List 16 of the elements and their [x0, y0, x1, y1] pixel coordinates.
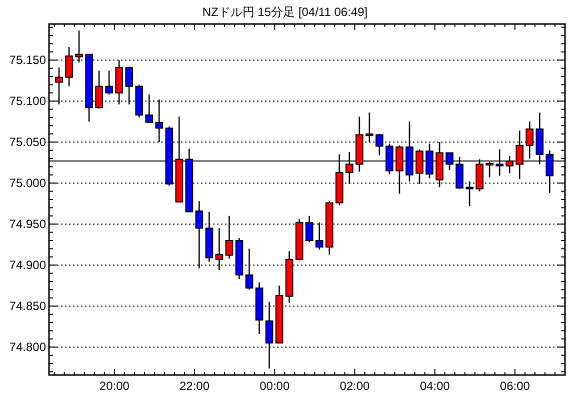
x-tick-label: 22:00 — [180, 379, 210, 393]
x-tick-label: 04:00 — [420, 379, 450, 393]
y-tick-label: 75.050 — [9, 135, 46, 150]
y-tick-label: 74.850 — [9, 299, 46, 314]
y-tick-label: 74.900 — [9, 258, 46, 272]
chart-title: NZドル円 15分足 [04/11 06:49] — [202, 5, 368, 19]
x-tick-label: 00:00 — [260, 379, 290, 393]
y-tick-label: 75.100 — [9, 94, 46, 108]
y-tick-label: 74.950 — [9, 217, 46, 232]
candlestick — [105, 70, 113, 96]
x-tick-label: 06:00 — [500, 379, 530, 393]
x-tick-label: 20:00 — [99, 379, 130, 393]
y-tick-label: 75.150 — [9, 53, 46, 68]
y-tick-label: 75.000 — [9, 176, 46, 190]
x-tick-label: 02:00 — [340, 379, 370, 393]
y-tick-label: 74.800 — [9, 340, 46, 354]
